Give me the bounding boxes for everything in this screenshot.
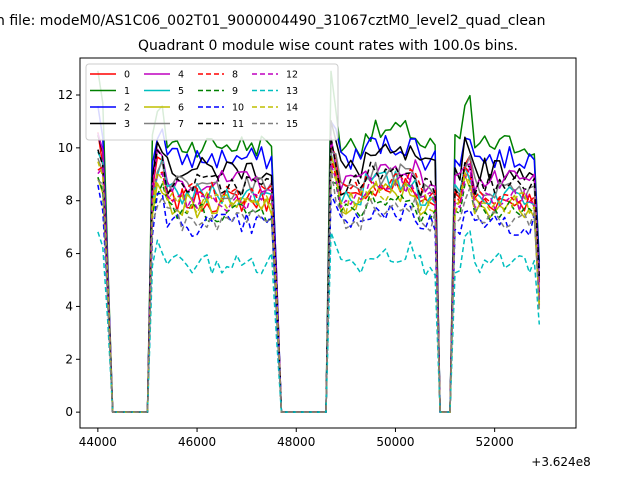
y-tick-label: 4 xyxy=(65,299,73,313)
series-line-11 xyxy=(97,136,541,413)
legend-label-15: 15 xyxy=(286,119,298,130)
legend-label-13: 13 xyxy=(286,86,298,97)
legend-label-9: 9 xyxy=(232,86,238,97)
legend-label-0: 0 xyxy=(124,70,130,81)
y-tick-label: 6 xyxy=(65,247,73,261)
y-tick-label: 2 xyxy=(65,352,73,366)
x-offset-label: +3.624e8 xyxy=(531,455,590,469)
series-line-12 xyxy=(97,163,541,413)
series-line-14 xyxy=(97,161,541,413)
plot-frame xyxy=(79,57,577,429)
y-tick-label: 0 xyxy=(65,405,73,419)
series-line-13 xyxy=(97,229,541,413)
x-tick-label: 50000 xyxy=(376,435,414,449)
legend-label-6: 6 xyxy=(178,103,184,114)
x-axis: 44000 46000 48000 50000 52000 xyxy=(79,428,514,449)
legend-box xyxy=(85,63,339,141)
legend-label-4: 4 xyxy=(178,70,184,81)
legend-label-3: 3 xyxy=(124,119,130,130)
x-tick-label: 46000 xyxy=(178,435,216,449)
legend-label-10: 10 xyxy=(232,103,244,114)
x-tick-label: 44000 xyxy=(79,435,117,449)
legend-label-11: 11 xyxy=(232,119,244,130)
y-tick-label: 12 xyxy=(58,88,73,102)
legend-label-1: 1 xyxy=(124,86,130,97)
series-line-15 xyxy=(97,166,541,413)
figure-suptitle: n file: modeM0/AS1C06_002T01_9000004490_… xyxy=(0,13,545,29)
y-axis: 0 2 4 6 8 10 12 xyxy=(58,88,80,419)
legend-label-14: 14 xyxy=(286,103,298,114)
y-tick-label: 8 xyxy=(65,194,73,208)
legend-label-2: 2 xyxy=(124,103,130,114)
legend-label-5: 5 xyxy=(178,86,184,97)
x-tick-label: 52000 xyxy=(476,435,514,449)
y-tick-label: 10 xyxy=(58,141,73,155)
legend-label-8: 8 xyxy=(232,70,238,81)
legend-label-7: 7 xyxy=(178,119,184,130)
series-layer xyxy=(97,70,541,413)
axes-title: Quadrant 0 module wise count rates with … xyxy=(138,38,518,54)
series-line-8 xyxy=(97,157,541,413)
legend-label-12: 12 xyxy=(286,70,298,81)
x-tick-label: 48000 xyxy=(277,435,315,449)
